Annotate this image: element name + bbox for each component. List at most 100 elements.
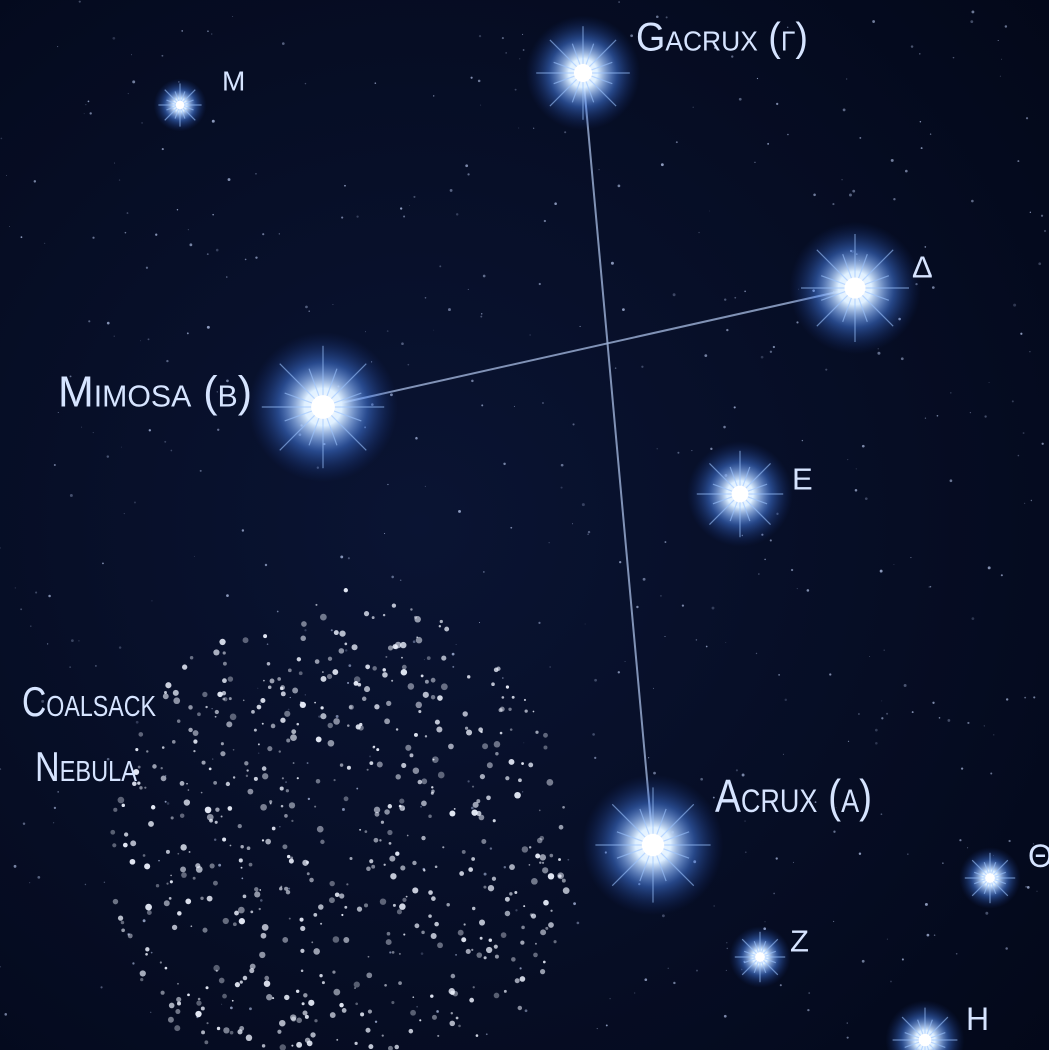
faint-star xyxy=(399,579,402,581)
faint-star xyxy=(1024,696,1027,699)
cluster-star xyxy=(562,805,565,809)
cluster-star xyxy=(344,905,348,909)
cluster-star xyxy=(468,867,474,872)
cluster-star xyxy=(357,682,362,687)
cluster-star xyxy=(482,743,489,750)
faint-star xyxy=(656,448,658,450)
faint-star xyxy=(993,734,995,736)
cluster-star xyxy=(471,948,474,951)
cluster-star xyxy=(475,1034,479,1037)
cluster-star xyxy=(514,891,518,894)
cluster-star xyxy=(412,996,415,998)
faint-star xyxy=(88,320,91,323)
faint-star xyxy=(113,162,116,164)
cluster-star xyxy=(321,671,324,673)
cluster-star xyxy=(314,805,317,808)
cluster-star xyxy=(253,776,258,781)
cluster-star xyxy=(351,644,358,651)
faint-star xyxy=(369,755,371,758)
faint-star xyxy=(226,379,229,383)
faint-star xyxy=(332,303,334,305)
cluster-star xyxy=(284,886,289,891)
faint-star xyxy=(905,169,908,173)
cluster-star xyxy=(202,691,208,698)
faint-star xyxy=(883,649,885,651)
cluster-star xyxy=(458,1024,461,1028)
faint-star xyxy=(403,215,406,218)
faint-star xyxy=(833,920,835,922)
cluster-star xyxy=(381,1034,384,1037)
cluster-star xyxy=(450,990,455,996)
cluster-star xyxy=(407,683,415,690)
cluster-star xyxy=(528,846,532,849)
faint-star xyxy=(112,36,116,40)
faint-star xyxy=(726,947,728,950)
faint-star xyxy=(775,857,778,860)
faint-star xyxy=(467,288,469,291)
faint-star xyxy=(769,539,772,542)
cluster-star xyxy=(228,697,232,701)
faint-star xyxy=(241,529,245,532)
cluster-star xyxy=(327,656,333,661)
faint-star xyxy=(259,702,261,704)
cluster-star xyxy=(432,758,435,761)
faint-star xyxy=(842,108,846,112)
cluster-star xyxy=(195,1010,202,1018)
faint-star xyxy=(14,587,16,589)
cluster-star xyxy=(234,910,239,916)
faint-star xyxy=(778,674,780,676)
faint-star xyxy=(900,357,904,361)
faint-star xyxy=(225,276,228,278)
faint-star xyxy=(0,547,1,549)
cluster-star xyxy=(410,1009,416,1016)
cluster-star xyxy=(421,930,425,935)
cluster-star xyxy=(327,722,333,729)
star-label: ζ xyxy=(790,913,809,962)
cluster-star xyxy=(320,706,324,710)
faint-star xyxy=(241,877,244,880)
faint-star xyxy=(618,1,620,3)
cluster-star xyxy=(260,803,267,811)
cluster-star xyxy=(187,789,190,791)
cluster-star xyxy=(222,678,227,684)
cluster-star xyxy=(364,686,371,693)
faint-star xyxy=(519,58,521,60)
faint-star xyxy=(207,30,209,33)
faint-star xyxy=(1025,117,1029,120)
cluster-star xyxy=(272,997,275,1000)
faint-star xyxy=(855,468,857,470)
cluster-star xyxy=(431,786,434,789)
cluster-star xyxy=(347,724,350,727)
faint-star xyxy=(723,425,726,429)
cluster-star xyxy=(261,722,264,725)
faint-star xyxy=(106,757,110,761)
cluster-star xyxy=(290,856,294,860)
cluster-star xyxy=(387,1045,393,1050)
cluster-star xyxy=(364,830,368,834)
cluster-star xyxy=(333,630,339,636)
faint-star xyxy=(20,608,23,611)
faint-star xyxy=(1030,499,1033,502)
faint-star xyxy=(903,683,907,687)
cluster-star xyxy=(398,981,402,985)
cluster-star xyxy=(536,837,543,844)
faint-star xyxy=(928,586,930,588)
cluster-star xyxy=(341,913,344,917)
cluster-star xyxy=(253,728,257,732)
faint-star xyxy=(549,666,551,668)
faint-star xyxy=(35,591,38,594)
faint-star xyxy=(617,184,621,188)
cluster-star xyxy=(333,779,336,782)
faint-star xyxy=(779,54,780,56)
cluster-star xyxy=(225,781,231,787)
cluster-star xyxy=(562,887,570,894)
faint-star xyxy=(744,851,747,854)
cluster-star xyxy=(360,1012,365,1017)
cluster-star xyxy=(155,884,160,888)
faint-star xyxy=(835,807,837,809)
bright-star xyxy=(729,926,791,988)
faint-star xyxy=(103,881,106,883)
faint-star xyxy=(279,826,281,828)
faint-star xyxy=(307,797,311,801)
cluster-star xyxy=(242,894,247,899)
